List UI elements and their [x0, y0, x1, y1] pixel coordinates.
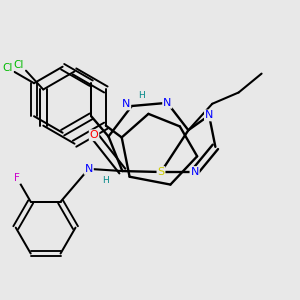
Text: H: H: [103, 176, 110, 185]
Text: O: O: [90, 130, 98, 140]
Text: H: H: [139, 92, 145, 100]
Text: S: S: [158, 167, 165, 177]
Text: N: N: [205, 110, 213, 120]
Text: Cl: Cl: [13, 60, 23, 70]
Text: N: N: [163, 98, 172, 108]
Text: N: N: [190, 167, 199, 177]
Text: Cl: Cl: [2, 63, 13, 73]
Text: N: N: [85, 164, 93, 174]
Text: N: N: [122, 99, 130, 110]
Text: F: F: [14, 173, 20, 183]
